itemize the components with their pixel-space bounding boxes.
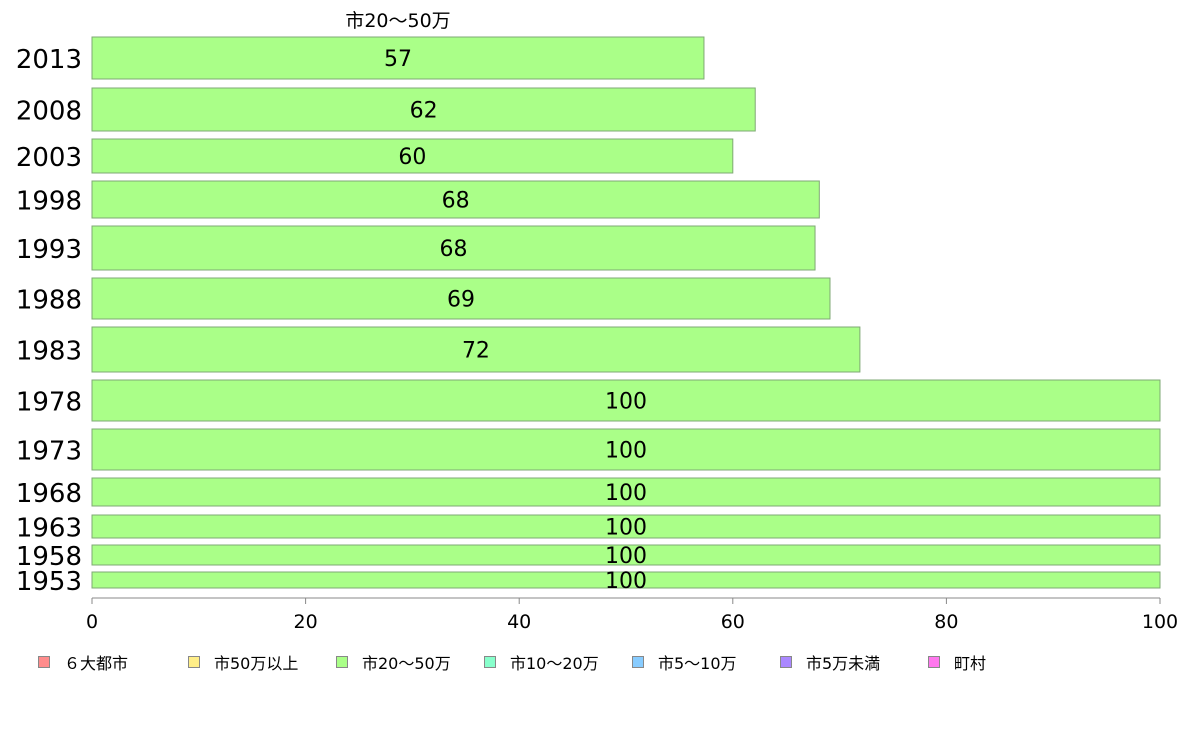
bar-value-label: 100 [605,390,647,415]
x-tick-label: 80 [934,611,958,633]
legend-swatch [38,656,50,668]
legend-item-city-200k-500k: 市20〜50万 [336,650,451,674]
bar-value-label: 100 [605,439,647,464]
series-title: 市20〜50万 [345,10,451,32]
bar-value-label: 72 [462,339,490,364]
bar [91,138,734,174]
y-tick-label: 1993 [16,235,82,265]
y-tick-label: 1968 [16,479,82,509]
bar-value-label: 68 [442,189,470,214]
x-tick-label: 20 [294,611,318,633]
legend-swatch [928,656,940,668]
y-tick-label: 1988 [16,286,82,316]
legend-label: 市5万未満 [806,654,881,673]
y-tick-label: 1973 [16,437,82,467]
y-tick-label: 1978 [16,388,82,418]
bar [91,225,816,271]
y-tick-label: 1953 [16,567,82,597]
bar [91,180,820,219]
bar [91,379,1161,422]
legend-item-towns-villages: 町村 [928,650,986,674]
legend-item-city-50k-100k: 市5〜10万 [632,650,737,674]
y-tick-label: 2013 [16,45,82,75]
legend-swatch [632,656,644,668]
y-tick-label: 1983 [16,337,82,367]
legend-label: 町村 [954,654,987,673]
y-tick-label: 1998 [16,187,82,217]
bar-chart: 57 2013 62 2008 60 2003 68 1998 68 1993 69 1988 72 19… [16,36,1178,633]
x-tick-label: 60 [721,611,745,633]
bar [91,326,861,373]
legend-label: ６大都市 [64,654,129,673]
bar-value-label: 62 [410,99,438,124]
bar [91,477,1161,507]
bar [91,571,1161,589]
bar [91,277,831,320]
legend-swatch [336,656,348,668]
bar-value-label: 100 [605,516,647,541]
bar-value-label: 68 [440,237,468,262]
y-tick-label: 2003 [16,143,82,173]
bar [91,514,1161,539]
bar [91,87,756,132]
bar [91,428,1161,471]
bar-value-label: 100 [605,481,647,506]
bar-value-label: 60 [398,145,426,170]
legend-swatch [780,656,792,668]
x-tick-label: 100 [1142,611,1178,633]
y-tick-label: 2008 [16,97,82,127]
y-tick-label: 1963 [16,514,82,544]
legend-swatch [188,656,200,668]
bar-value-label: 100 [605,569,647,594]
legend-label: 市50万以上 [214,654,299,673]
bar-value-label: 100 [605,544,647,569]
legend-label: 市10〜20万 [510,654,599,673]
x-tick-label: 0 [86,611,98,633]
legend-label: 市5〜10万 [658,654,737,673]
bar-value-label: 69 [447,288,475,313]
bar-value-label: 57 [384,47,412,72]
x-tick-label: 40 [507,611,531,633]
legend-item-city-100k-200k: 市10〜20万 [484,650,599,674]
y-tick-label: 1958 [16,542,82,572]
legend-item-city-under-50k: 市5万未満 [780,650,880,674]
bar [91,36,705,80]
legend-item-6-major-cities: ６大都市 [38,650,128,674]
legend-swatch [484,656,496,668]
legend-label: 市20〜50万 [362,654,451,673]
legend-item-city-500k-plus: 市50万以上 [188,650,298,674]
bar [91,544,1161,566]
